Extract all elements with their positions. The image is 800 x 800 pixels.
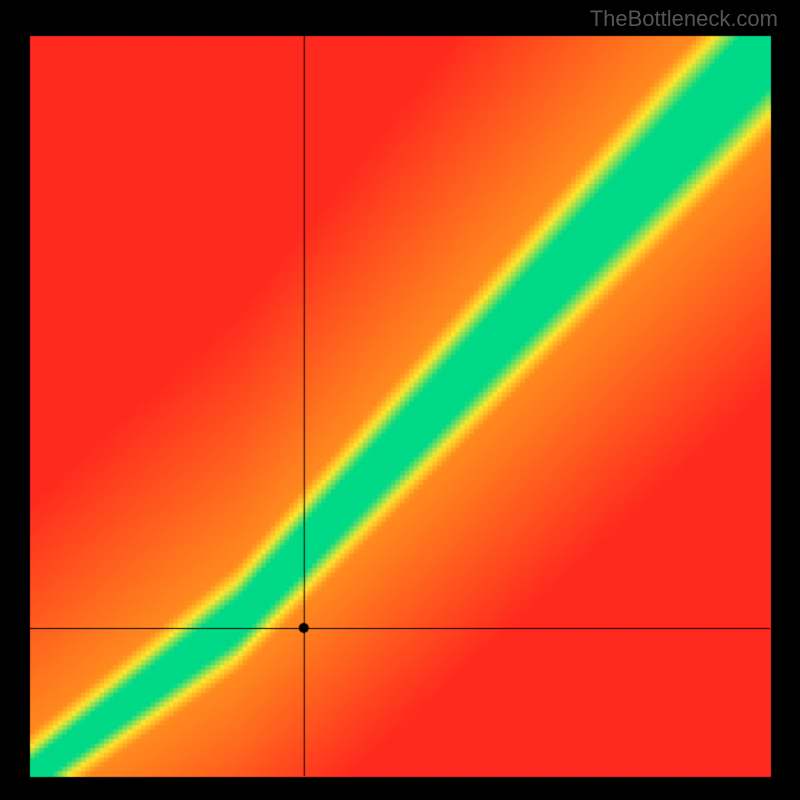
- chart-container: TheBottleneck.com: [0, 0, 800, 800]
- bottleneck-heatmap-canvas: [0, 0, 800, 800]
- watermark-text: TheBottleneck.com: [590, 6, 778, 32]
